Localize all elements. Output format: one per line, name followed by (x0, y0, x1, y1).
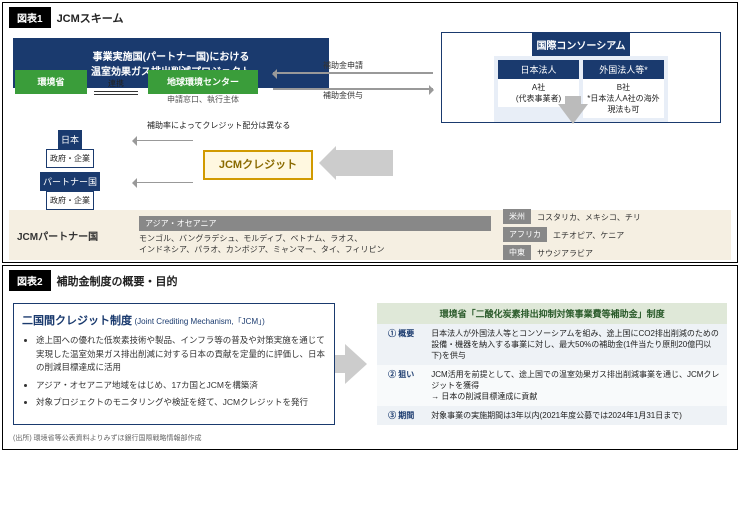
table-row: ① 概要日本法人が外国法人等とコンソーシアムを組み、途上国にCO2排出削減のため… (377, 324, 727, 365)
jcm-to-subsidy-arrow (345, 344, 367, 384)
subsidy-row-key: ① 概要 (377, 324, 425, 365)
moe-gec-label: 連携 (108, 78, 124, 89)
japan-body: 政府・企業 (46, 149, 94, 168)
jcm-credit-box: JCMクレジット (203, 150, 313, 180)
region-me-chip: 中東 (503, 245, 531, 260)
table-row: ③ 期間対象事業の実施期間は3年以内(2021年度公募では2024年1月31日ま… (377, 406, 727, 425)
figure-1-header: 図表1 JCMスキーム (3, 3, 737, 32)
gec-box: 地球環境センター (148, 70, 258, 94)
subsidy-table: ① 概要日本法人が外国法人等とコンソーシアムを組み、途上国にCO2排出削減のため… (377, 324, 727, 425)
region-asia-text: モンゴル、バングラデシュ、モルディブ、ベトナム、ラオス、 インドネシア、パラオ、… (139, 233, 491, 255)
consortium-foreign-body: B社 *日本法人A社の海外現法も可 (583, 79, 664, 118)
subsidy-row-val: 対象事業の実施期間は3年以内(2021年度公募では2024年1月31日まで) (425, 406, 727, 425)
subsidy-row-val: 日本法人が外国法人等とコンソーシアムを組み、途上国にCO2排出削減のための設備・… (425, 324, 727, 365)
jcm-bullet: 対象プロジェクトのモニタリングや検証を経て、JCMクレジットを発行 (36, 396, 326, 410)
japan-head: 日本 (58, 130, 82, 149)
subsidy-row-val: JCM活用を前提として、途上国での温室効果ガス排出削減事業を通じ、JCMクレジッ… (425, 365, 727, 406)
credit-to-japan-arrow (133, 140, 193, 141)
figure-1-title: JCMスキーム (57, 10, 124, 26)
apply-arrow (273, 72, 433, 74)
apply-label: 補助金申請 (323, 60, 363, 71)
credit-note: 補助率によってクレジット配分は異なる (147, 120, 290, 131)
consortium-foreign: 外国法人等* B社 *日本法人A社の海外現法も可 (583, 60, 664, 118)
subsidy-row-key: ③ 期間 (377, 406, 425, 425)
figure-1-label: 図表1 (9, 7, 51, 28)
region-africa-chip: アフリカ (503, 227, 547, 242)
moe-gec-link: 連携 (89, 78, 143, 96)
credit-to-partner-arrow (133, 182, 193, 183)
japan-box: 日本 政府・企業 (15, 130, 125, 168)
region-americas-chip: 米州 (503, 209, 531, 224)
figure-1: 図表1 JCMスキーム 国際コンソーシアム 日本法人 A社 (代表事業者) 外国… (2, 2, 738, 263)
jcm-bullet: 途上国への優れた低炭素技術や製品、インフラ等の普及や対策実施を通じて実現した温室… (36, 334, 326, 375)
figure-2-label: 図表2 (9, 270, 51, 291)
partner-countries-row: JCMパートナー国 アジア・オセアニア モンゴル、バングラデシュ、モルディブ、ベ… (9, 210, 731, 260)
gec-sub: 申請窓口、執行主体 (148, 94, 258, 105)
source-text: (出所) 環境省等公表資料よりみずほ銀行国際戦略情報部作成 (3, 431, 737, 449)
region-africa-text: エチオピア、ケニア (553, 230, 624, 241)
consortium-jp-head: 日本法人 (498, 60, 579, 79)
table-row: ② 狙いJCM活用を前提として、途上国での温室効果ガス排出削減事業を通じ、JCM… (377, 365, 727, 406)
figure-1-body: 国際コンソーシアム 日本法人 A社 (代表事業者) 外国法人等* B社 *日本法… (3, 32, 737, 262)
region-asia-chip: アジア・オセアニア (139, 216, 491, 231)
subsidy-panel: 環境省「二酸化炭素排出抑制対策事業費等補助金」制度 ① 概要日本法人が外国法人等… (377, 303, 727, 425)
consortium-title: 国際コンソーシアム (532, 33, 629, 56)
jcm-bullet: アジア・オセアニア地域をはじめ、17カ国とJCMを構築済 (36, 379, 326, 393)
subsidy-title: 環境省「二酸化炭素排出抑制対策事業費等補助金」制度 (377, 303, 727, 324)
partners-label: JCMパートナー国 (17, 228, 127, 243)
jcm-title-sub: (Joint Crediting Mechanism,「JCM」) (135, 317, 265, 326)
consortium-foreign-head: 外国法人等* (583, 60, 664, 79)
project-to-credit-arrow (333, 150, 393, 176)
partner-head: パートナー国 (40, 172, 100, 191)
figure-2-title: 補助金制度の概要・目的 (57, 273, 178, 289)
figure-2-header: 図表2 補助金制度の概要・目的 (3, 266, 737, 295)
supply-label: 補助金供与 (323, 90, 363, 101)
partner-body: 政府・企業 (46, 191, 94, 210)
figure-2-body: 二国間クレジット制度 (Joint Crediting Mechanism,「J… (3, 295, 737, 431)
jcm-title: 二国間クレジット制度 (22, 315, 132, 327)
moe-box: 環境省 (15, 70, 87, 94)
jcm-panel: 二国間クレジット制度 (Joint Crediting Mechanism,「J… (13, 303, 335, 425)
subsidy-row-key: ② 狙い (377, 365, 425, 406)
region-americas-text: コスタリカ、メキシコ、チリ (537, 212, 641, 223)
consortium-to-project-arrow (558, 104, 588, 124)
region-me-text: サウジアラビア (537, 248, 593, 259)
jcm-bullet-list: 途上国への優れた低炭素技術や製品、インフラ等の普及や対策実施を通じて実現した温室… (36, 334, 326, 410)
partner-country-box: パートナー国 政府・企業 (15, 172, 125, 210)
figure-2: 図表2 補助金制度の概要・目的 二国間クレジット制度 (Joint Credit… (2, 265, 738, 450)
